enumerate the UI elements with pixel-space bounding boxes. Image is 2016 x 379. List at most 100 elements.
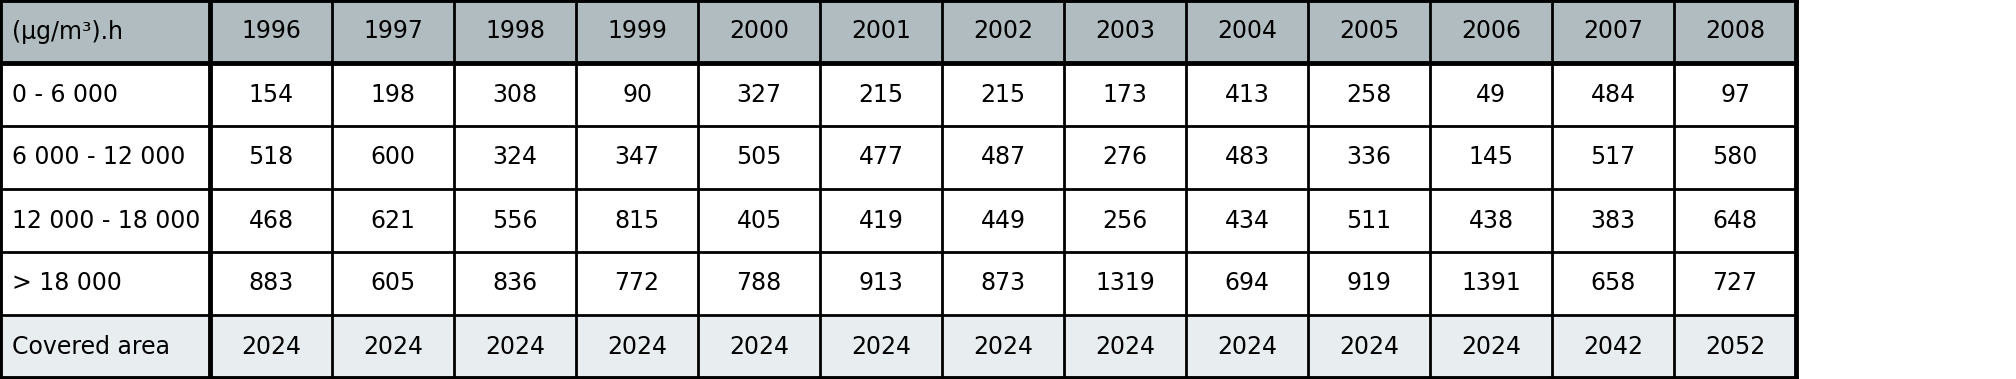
Bar bbox=[1673, 189, 1796, 252]
Bar bbox=[1673, 63, 1796, 126]
Text: 2024: 2024 bbox=[1339, 335, 1399, 359]
Bar bbox=[1429, 315, 1552, 378]
Bar bbox=[1429, 252, 1552, 315]
Text: 873: 873 bbox=[980, 271, 1026, 296]
Text: 2002: 2002 bbox=[974, 19, 1032, 44]
Bar bbox=[210, 252, 333, 315]
Text: 2008: 2008 bbox=[1706, 19, 1766, 44]
Text: 658: 658 bbox=[1591, 271, 1635, 296]
Text: 788: 788 bbox=[736, 271, 782, 296]
Bar bbox=[941, 189, 1064, 252]
Bar bbox=[698, 315, 821, 378]
Bar bbox=[941, 252, 1064, 315]
Bar bbox=[454, 0, 577, 63]
Bar bbox=[1673, 252, 1796, 315]
Text: 1998: 1998 bbox=[486, 19, 544, 44]
Bar bbox=[454, 126, 577, 189]
Text: 97: 97 bbox=[1720, 83, 1750, 106]
Text: 556: 556 bbox=[492, 208, 538, 232]
Text: 1999: 1999 bbox=[607, 19, 667, 44]
Text: 90: 90 bbox=[623, 83, 651, 106]
Text: 1319: 1319 bbox=[1095, 271, 1155, 296]
Bar bbox=[1552, 63, 1673, 126]
Bar bbox=[821, 315, 941, 378]
Text: 215: 215 bbox=[980, 83, 1026, 106]
Bar bbox=[454, 315, 577, 378]
Text: 2006: 2006 bbox=[1462, 19, 1520, 44]
Bar bbox=[1673, 0, 1796, 63]
Text: 405: 405 bbox=[736, 208, 782, 232]
Text: 600: 600 bbox=[371, 146, 415, 169]
Bar bbox=[1308, 315, 1429, 378]
Bar bbox=[1308, 0, 1429, 63]
Text: 276: 276 bbox=[1103, 146, 1147, 169]
Bar bbox=[0, 0, 210, 63]
Bar bbox=[1064, 0, 1185, 63]
Bar bbox=[821, 189, 941, 252]
Text: 2024: 2024 bbox=[1462, 335, 1520, 359]
Bar bbox=[1064, 63, 1185, 126]
Text: 2005: 2005 bbox=[1339, 19, 1399, 44]
Bar bbox=[1552, 315, 1673, 378]
Text: 487: 487 bbox=[980, 146, 1026, 169]
Bar bbox=[1552, 252, 1673, 315]
Text: 0 - 6 000: 0 - 6 000 bbox=[12, 83, 119, 106]
Text: 324: 324 bbox=[492, 146, 538, 169]
Bar bbox=[333, 252, 454, 315]
Text: 12 000 - 18 000: 12 000 - 18 000 bbox=[12, 208, 200, 232]
Bar bbox=[1429, 126, 1552, 189]
Bar bbox=[821, 126, 941, 189]
Text: 2024: 2024 bbox=[1218, 335, 1276, 359]
Text: 434: 434 bbox=[1224, 208, 1270, 232]
Text: 484: 484 bbox=[1591, 83, 1635, 106]
Text: 145: 145 bbox=[1468, 146, 1514, 169]
Bar bbox=[577, 252, 698, 315]
Bar bbox=[1552, 0, 1673, 63]
Text: 518: 518 bbox=[248, 146, 294, 169]
Text: Covered area: Covered area bbox=[12, 335, 169, 359]
Text: 383: 383 bbox=[1591, 208, 1635, 232]
Bar bbox=[454, 63, 577, 126]
Text: 511: 511 bbox=[1347, 208, 1391, 232]
Bar bbox=[1552, 189, 1673, 252]
Text: (μg/m³).h: (μg/m³).h bbox=[12, 19, 123, 44]
Bar bbox=[210, 63, 333, 126]
Text: > 18 000: > 18 000 bbox=[12, 271, 121, 296]
Bar bbox=[698, 189, 821, 252]
Bar bbox=[698, 252, 821, 315]
Bar bbox=[941, 0, 1064, 63]
Bar bbox=[0, 189, 210, 252]
Bar bbox=[821, 63, 941, 126]
Text: 2024: 2024 bbox=[974, 335, 1032, 359]
Text: 815: 815 bbox=[615, 208, 659, 232]
Bar bbox=[333, 315, 454, 378]
Bar bbox=[1308, 126, 1429, 189]
Text: 727: 727 bbox=[1712, 271, 1758, 296]
Text: 2007: 2007 bbox=[1583, 19, 1643, 44]
Text: 2003: 2003 bbox=[1095, 19, 1155, 44]
Bar bbox=[0, 252, 210, 315]
Text: 477: 477 bbox=[859, 146, 903, 169]
Bar bbox=[698, 63, 821, 126]
Bar bbox=[698, 126, 821, 189]
Bar bbox=[210, 315, 333, 378]
Text: 2001: 2001 bbox=[851, 19, 911, 44]
Bar bbox=[1185, 63, 1308, 126]
Text: 1997: 1997 bbox=[363, 19, 423, 44]
Bar bbox=[454, 189, 577, 252]
Bar bbox=[1552, 126, 1673, 189]
Bar bbox=[1064, 315, 1185, 378]
Bar bbox=[0, 63, 210, 126]
Text: 468: 468 bbox=[248, 208, 294, 232]
Bar bbox=[0, 126, 210, 189]
Text: 6 000 - 12 000: 6 000 - 12 000 bbox=[12, 146, 185, 169]
Bar bbox=[821, 252, 941, 315]
Bar bbox=[1185, 126, 1308, 189]
Bar bbox=[941, 63, 1064, 126]
Text: 256: 256 bbox=[1103, 208, 1147, 232]
Bar bbox=[577, 315, 698, 378]
Text: 2052: 2052 bbox=[1706, 335, 1766, 359]
Bar bbox=[1185, 189, 1308, 252]
Text: 2024: 2024 bbox=[486, 335, 544, 359]
Bar bbox=[941, 126, 1064, 189]
